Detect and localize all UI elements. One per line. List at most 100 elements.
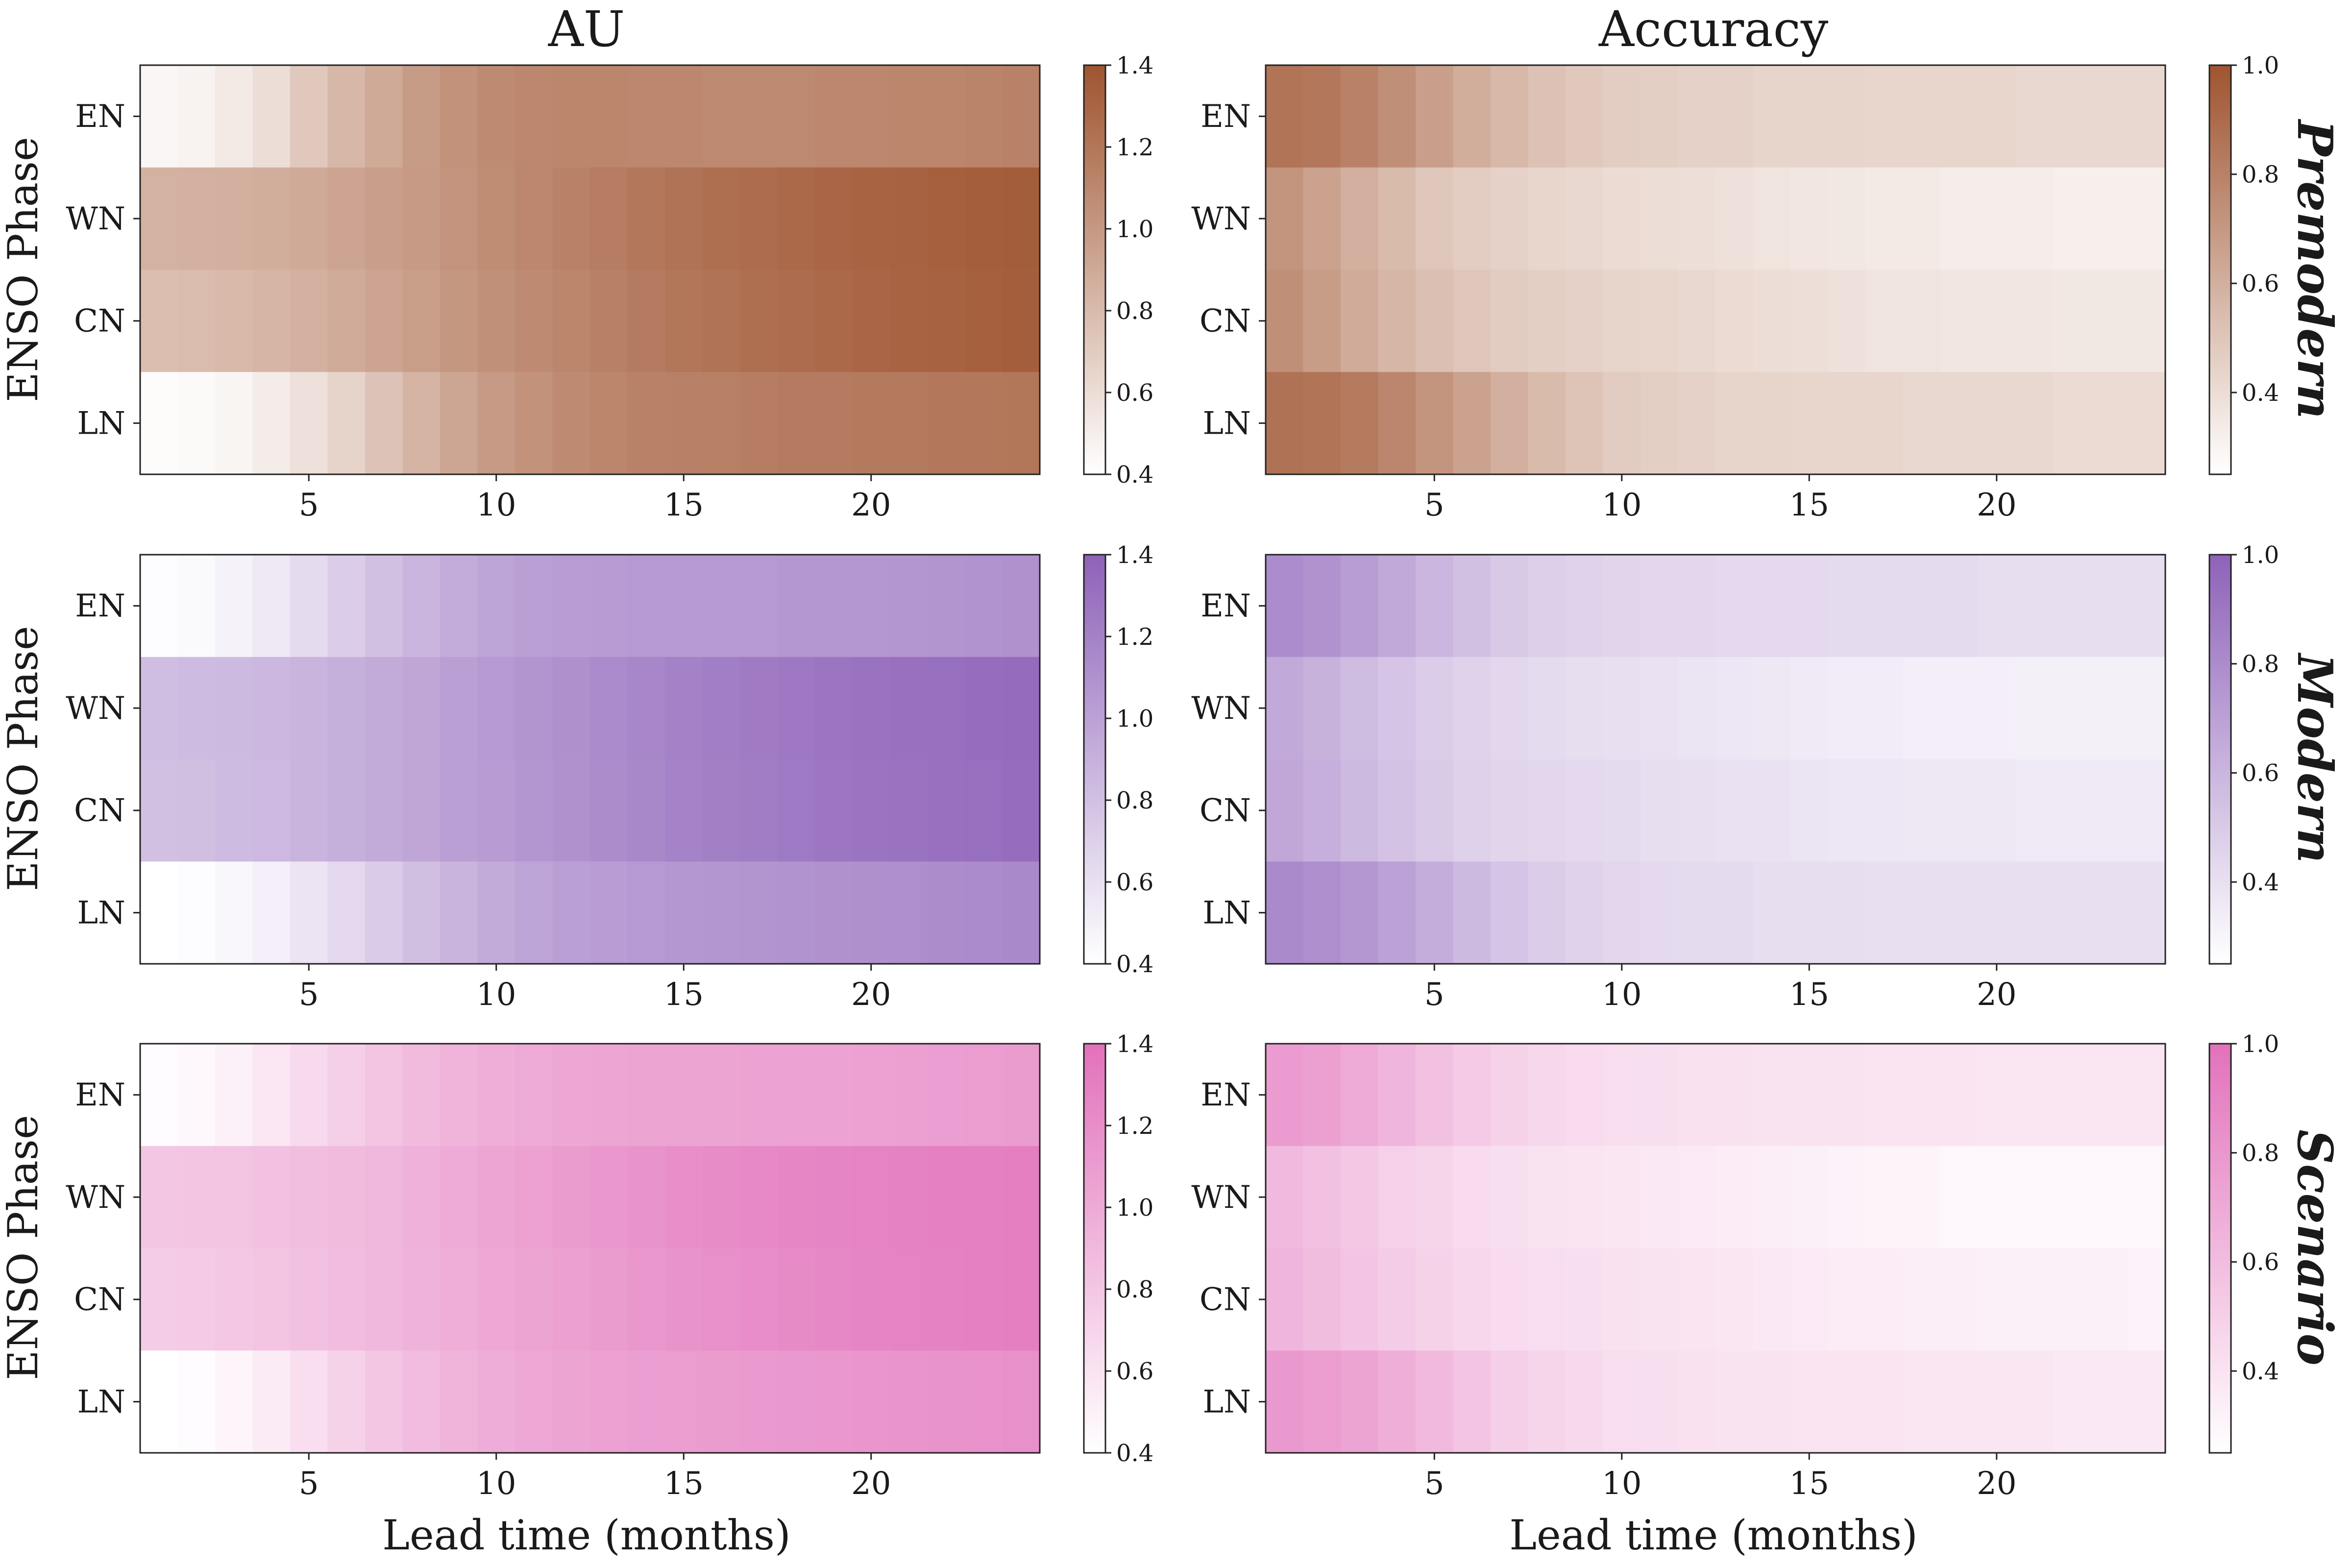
heatmap-cell-wn-lead-23 [2090, 167, 2129, 270]
heatmap-cell-en-lead-1 [1266, 65, 1304, 168]
heatmap-cell-ln-lead-15 [1790, 861, 1829, 964]
heatmap-cell-ln-lead-4 [1378, 372, 1416, 475]
heatmap-cell-ln-lead-24 [1002, 861, 1040, 964]
heatmap-cell-en-lead-5 [1416, 1044, 1454, 1147]
heatmap-cell-ln-lead-5 [290, 861, 328, 964]
heatmap-cell-cn-lead-22 [2053, 759, 2091, 862]
heatmap-cell-cn-lead-19 [1940, 759, 1979, 862]
colorbar-tick-label: 1.0 [1116, 1194, 1153, 1222]
heatmap-cell-wn-lead-20 [852, 1146, 890, 1249]
colorbar-modern-accuracy [2208, 554, 2232, 965]
heatmap-cell-cn-lead-18 [777, 270, 815, 372]
heatmap-cell-ln-lead-9 [1566, 372, 1604, 475]
heatmap-cell-cn-lead-23 [2090, 1248, 2129, 1351]
heatmap-cell-wn-lead-17 [1865, 657, 1904, 760]
heatmap-cell-cn-lead-20 [1978, 759, 2016, 862]
heatmap-cell-wn-lead-6 [327, 657, 366, 760]
heatmap-cell-cn-lead-4 [1378, 1248, 1416, 1351]
y-tick-label-cn: CN [74, 1282, 125, 1318]
heatmap-cell-cn-lead-8 [402, 1248, 441, 1351]
heatmap-cell-en-lead-10 [1603, 1044, 1641, 1147]
heatmap-cell-ln-lead-8 [402, 861, 441, 964]
heatmap-cell-en-lead-2 [1303, 65, 1341, 168]
y-tick-label-en: EN [1200, 98, 1251, 135]
heatmap-cell-wn-lead-7 [365, 167, 403, 270]
heatmap-cell-en-lead-9 [440, 555, 478, 658]
heatmap-cell-wn-lead-8 [1528, 1146, 1566, 1249]
heatmap-cell-en-lead-12 [1678, 1044, 1716, 1147]
heatmap-cell-en-lead-12 [1678, 65, 1716, 168]
heatmap-cell-en-lead-2 [177, 555, 216, 658]
heatmap-cell-cn-lead-23 [2090, 759, 2129, 862]
heatmap-cell-cn-lead-11 [1641, 270, 1679, 372]
heatmap-cell-wn-lead-6 [327, 1146, 366, 1249]
colorbar-tick-label: 0.4 [1116, 951, 1153, 978]
heatmap-cell-cn-lead-24 [2128, 759, 2166, 862]
heatmap-cell-ln-lead-9 [440, 372, 478, 475]
heatmap-cell-ln-lead-18 [777, 372, 815, 475]
heatmap-cell-en-lead-14 [1753, 555, 1791, 658]
heatmap-cell-ln-lead-21 [890, 1350, 928, 1453]
heatmap-cell-ln-lead-1 [140, 1350, 178, 1453]
heatmap-cell-en-lead-23 [2090, 65, 2129, 168]
heatmap-cell-cn-lead-21 [2015, 1248, 2054, 1351]
x-tick-label-10: 10 [1602, 1466, 1642, 1502]
heatmap-cell-ln-lead-15 [665, 1350, 703, 1453]
heatmap-cell-ln-lead-2 [177, 861, 216, 964]
heatmap-cell-en-lead-11 [1641, 1044, 1679, 1147]
axes-frame [1265, 554, 2166, 965]
heatmap-cell-en-lead-6 [327, 1044, 366, 1147]
heatmap-cell-ln-lead-9 [440, 1350, 478, 1453]
heatmap-cell-ln-lead-13 [590, 372, 628, 475]
heatmap-cell-cn-lead-20 [852, 270, 890, 372]
heatmap-cell-cn-lead-12 [552, 1248, 590, 1351]
heatmap-cell-en-lead-20 [852, 555, 890, 658]
colorbar-tick-label: 0.8 [1116, 1276, 1153, 1303]
heatmap-cell-en-lead-22 [2053, 1044, 2091, 1147]
heatmap-cell-en-lead-10 [477, 65, 515, 168]
heatmap-cell-cn-lead-18 [777, 759, 815, 862]
heatmap-cell-cn-lead-13 [590, 270, 628, 372]
heatmap-cell-ln-lead-2 [1303, 372, 1341, 475]
heatmap-cell-cn-lead-2 [1303, 270, 1341, 372]
heatmap-cell-wn-lead-3 [1341, 657, 1379, 760]
heatmap-cell-wn-lead-12 [1678, 1146, 1716, 1249]
heatmap-cell-ln-lead-2 [177, 372, 216, 475]
heatmap-cell-wn-lead-12 [552, 1146, 590, 1249]
heatmap-cell-en-lead-24 [1002, 555, 1040, 658]
heatmap-cell-ln-lead-5 [1416, 861, 1454, 964]
heatmap-cell-cn-lead-20 [852, 1248, 890, 1351]
heatmap-cell-ln-lead-20 [1978, 372, 2016, 475]
y-tick-label-wn: WN [1191, 1179, 1251, 1216]
heatmap-cell-en-lead-1 [140, 555, 178, 658]
heatmap-cell-ln-lead-5 [1416, 1350, 1454, 1453]
heatmap-cell-en-lead-4 [1378, 65, 1416, 168]
heatmap-cell-cn-lead-22 [927, 270, 965, 372]
heatmap-cell-wn-lead-6 [1453, 167, 1491, 270]
heatmap-cell-ln-lead-20 [852, 861, 890, 964]
heatmap-cell-ln-lead-16 [702, 1350, 740, 1453]
heatmap-cell-wn-lead-6 [1453, 1146, 1491, 1249]
heatmap-cell-wn-lead-3 [215, 1146, 253, 1249]
heatmap-cell-wn-lead-3 [1341, 1146, 1379, 1249]
heatmap-cell-ln-lead-4 [252, 861, 291, 964]
heatmap-cell-ln-lead-12 [552, 861, 590, 964]
heatmap-cell-wn-lead-12 [1678, 657, 1716, 760]
heatmap-cell-en-lead-2 [1303, 555, 1341, 658]
heatmap-cell-cn-lead-3 [215, 1248, 253, 1351]
heatmap-cell-ln-lead-8 [402, 1350, 441, 1453]
heatmap-cell-cn-lead-17 [740, 759, 778, 862]
heatmap-cell-wn-lead-8 [402, 657, 441, 760]
heatmap-cell-wn-lead-16 [702, 167, 740, 270]
x-axis-label-accuracy: Lead time (months) [1509, 1511, 1918, 1559]
heatmap-cell-wn-lead-5 [290, 167, 328, 270]
y-tick-label-cn: CN [74, 303, 125, 340]
heatmap-cell-wn-lead-16 [702, 1146, 740, 1249]
heatmap-cell-wn-lead-13 [1715, 657, 1754, 760]
heatmap-cell-ln-lead-21 [890, 372, 928, 475]
heatmap-cell-cn-lead-11 [1641, 759, 1679, 862]
heatmap-cell-en-lead-15 [665, 1044, 703, 1147]
heatmap-cell-wn-lead-3 [215, 167, 253, 270]
heatmap-cell-cn-lead-5 [290, 759, 328, 862]
